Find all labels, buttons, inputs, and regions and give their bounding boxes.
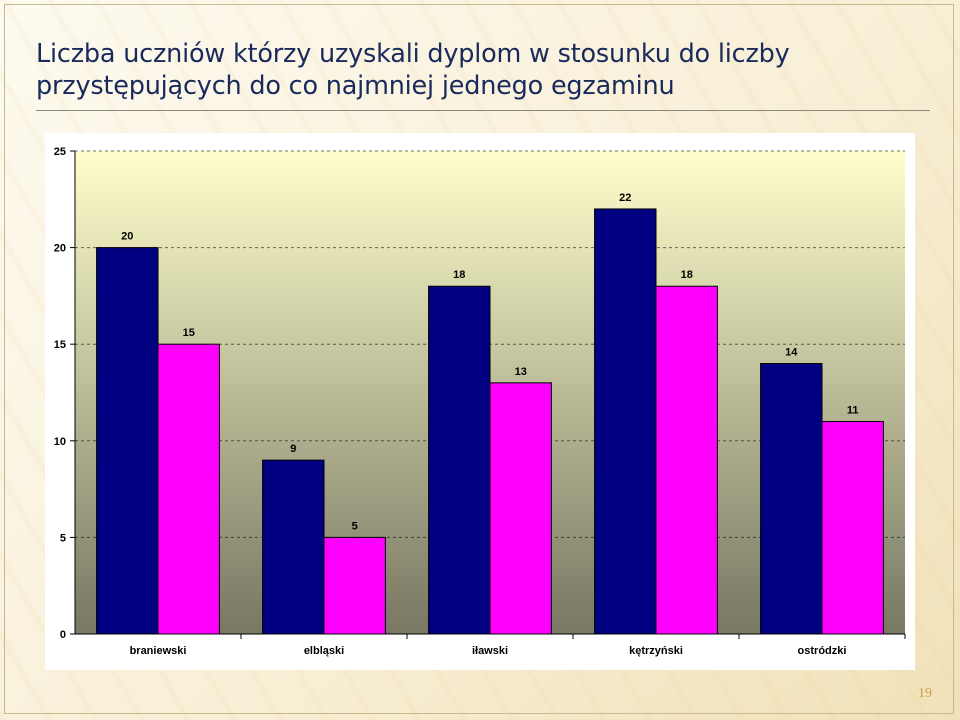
data-label: 5: [352, 520, 358, 532]
y-tick-label: 0: [60, 629, 66, 641]
x-category-label: ostródzki: [798, 645, 847, 657]
bar: [157, 343, 220, 635]
slide-title: Liczba uczniów którzy uzyskali dyplom w …: [36, 39, 790, 101]
data-label: 14: [785, 347, 798, 359]
y-tick-label: 10: [54, 436, 66, 448]
bar: [760, 363, 823, 635]
page-number: 19: [918, 686, 932, 701]
bar: [96, 247, 159, 635]
x-category-label: elbląski: [304, 645, 344, 657]
bar: [594, 208, 657, 635]
data-label: 18: [681, 269, 693, 281]
data-label: 11: [847, 404, 859, 416]
data-label: 22: [619, 192, 631, 204]
bar: [489, 382, 552, 635]
x-category-label: braniewski: [130, 645, 187, 657]
data-label: 9: [290, 443, 296, 455]
y-tick-label: 5: [60, 532, 66, 544]
chart-area: 20 15 9 5 18 13 22 18 14 11 0 5 10 15 20 25 braniewski e…: [45, 133, 915, 670]
bar: [821, 420, 884, 635]
y-tick-label: 15: [54, 339, 66, 351]
data-label: 20: [121, 231, 133, 243]
bar: [323, 536, 386, 635]
data-label: 13: [515, 366, 527, 378]
x-category-label: iławski: [472, 645, 508, 657]
y-tick-label: 20: [54, 243, 66, 255]
bar: [262, 459, 325, 635]
data-label: 15: [183, 327, 195, 339]
bar: [655, 285, 718, 635]
y-tick-label: 25: [54, 146, 66, 158]
bar-chart: 20 15 9 5 18 13 22 18 14 11 0 5 10 15 20 25 braniewski e…: [54, 146, 906, 657]
title-divider: [36, 110, 930, 111]
x-category-label: kętrzyński: [629, 645, 683, 657]
data-label: 18: [453, 269, 465, 281]
slide-frame: [4, 4, 954, 714]
bar: [428, 285, 491, 635]
